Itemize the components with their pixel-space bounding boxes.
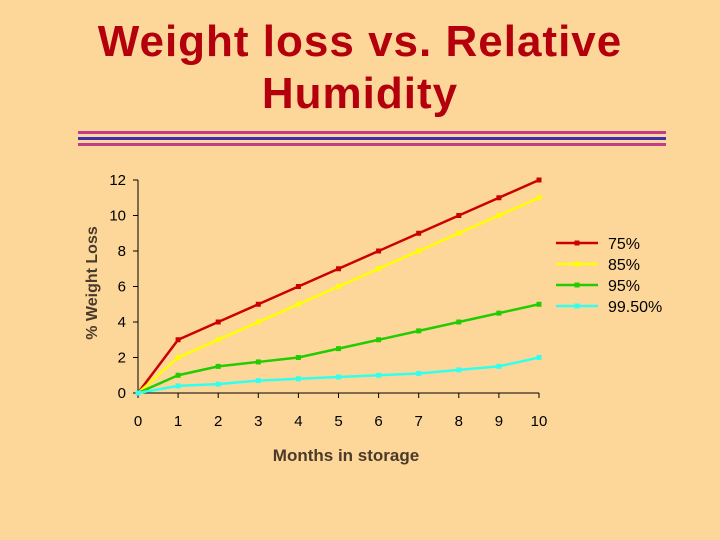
data-point <box>536 355 542 360</box>
chart-legend: 75% 85% 95% 99.50% <box>556 236 662 316</box>
y-tick-label: 8 <box>118 243 126 260</box>
data-point <box>175 372 181 378</box>
data-point <box>416 328 422 334</box>
title-divider-line <box>78 131 666 134</box>
data-point <box>215 381 221 387</box>
data-point <box>295 301 301 307</box>
x-tick-label: 0 <box>134 413 142 430</box>
x-tick-label: 9 <box>495 413 503 430</box>
data-point <box>496 213 502 218</box>
data-point <box>496 363 502 369</box>
data-point <box>255 359 261 365</box>
slide-title: Weight loss vs. Relative Humidity <box>0 16 720 120</box>
slide-title-line-1: Weight loss vs. Relative <box>97 17 623 66</box>
data-point <box>376 372 382 378</box>
data-point <box>536 301 542 307</box>
title-divider-line <box>78 137 666 140</box>
legend-marker <box>574 282 580 288</box>
data-point <box>456 319 462 325</box>
series-line-2 <box>137 196 540 394</box>
y-tick-label: 4 <box>118 314 126 331</box>
data-point <box>376 266 382 272</box>
data-point <box>336 266 341 272</box>
data-point <box>496 310 502 316</box>
x-axis-title: Months in storage <box>273 446 419 465</box>
legend-label: 75% <box>608 236 640 253</box>
legend-label: 99.50% <box>608 299 662 316</box>
y-tick-label: 0 <box>118 385 126 402</box>
data-point <box>456 213 462 218</box>
data-point <box>416 230 422 236</box>
data-point <box>456 230 462 236</box>
data-point <box>336 374 341 380</box>
data-point <box>295 355 301 360</box>
data-point <box>536 177 542 183</box>
chart-series <box>135 177 542 396</box>
legend-label: 85% <box>608 257 640 274</box>
y-tick-label: 12 <box>109 172 126 189</box>
title-divider-line <box>78 143 666 146</box>
data-point <box>456 367 462 373</box>
data-point <box>496 195 502 201</box>
x-tick-label: 6 <box>374 413 382 430</box>
data-point <box>175 355 181 360</box>
y-tick-label: 10 <box>109 208 126 225</box>
data-point <box>295 284 301 289</box>
x-tick-label: 8 <box>455 413 463 430</box>
data-point <box>175 383 181 389</box>
data-point <box>336 346 341 352</box>
slide-title-line-2: Humidity <box>261 69 459 118</box>
y-axis-title: % Weight Loss <box>84 226 101 340</box>
legend-marker <box>574 303 580 309</box>
data-point <box>215 363 221 369</box>
data-point <box>255 319 261 325</box>
x-tick-label: 1 <box>174 413 182 430</box>
y-tick-label: 6 <box>118 279 126 296</box>
legend-marker <box>574 240 580 246</box>
y-tick-label: 2 <box>118 350 126 367</box>
data-point <box>255 301 261 307</box>
data-point <box>295 376 301 382</box>
x-tick-label: 7 <box>415 413 423 430</box>
data-point <box>416 248 422 254</box>
data-point <box>175 337 181 343</box>
x-tick-label: 5 <box>334 413 342 430</box>
data-point <box>376 248 382 254</box>
x-tick-label: 2 <box>214 413 222 430</box>
legend-marker <box>574 261 580 267</box>
x-tick-label: 4 <box>294 413 302 430</box>
data-point <box>336 284 341 289</box>
data-point <box>536 195 542 201</box>
data-point <box>255 378 261 384</box>
data-point <box>215 337 221 343</box>
data-point <box>416 370 422 376</box>
legend-label: 95% <box>608 278 640 295</box>
x-tick-label: 3 <box>254 413 262 430</box>
data-point <box>215 319 221 325</box>
data-point <box>376 337 382 343</box>
data-point <box>135 390 141 396</box>
x-tick-label: 10 <box>531 413 548 430</box>
